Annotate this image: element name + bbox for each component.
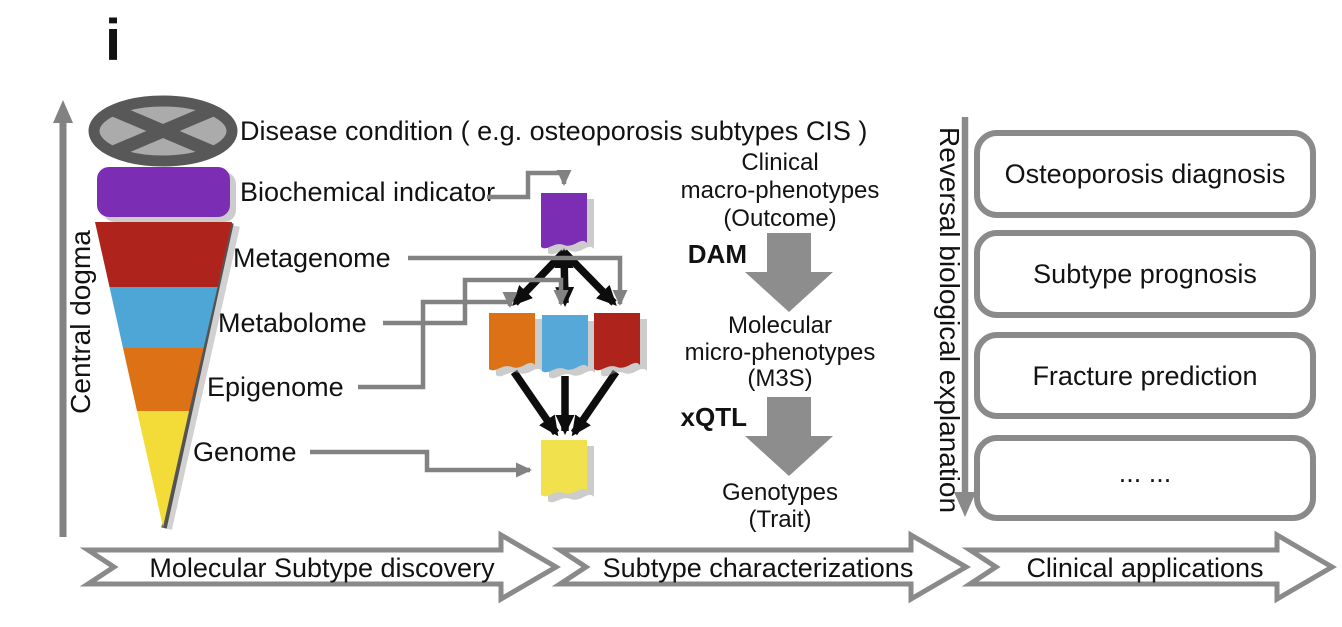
network-nodes [489, 193, 647, 503]
genome-label: Genome [193, 437, 297, 467]
stage2-line2: micro-phenotypes [685, 339, 876, 366]
phenotype-cascade: Clinical macro-phenotypes (Outcome) DAM … [681, 149, 880, 533]
band-arrow-applications [961, 530, 1337, 604]
up-arrow-icon [53, 100, 73, 123]
edge-metagenome-to-genome [570, 369, 620, 437]
reversal-axis-label: Reversal biological explanation [934, 127, 965, 513]
application-boxes: Osteoporosis diagnosis Subtype prognosis… [974, 130, 1316, 521]
xqtl-arrow-icon [745, 397, 833, 476]
metabolome-label: Metabolome [218, 308, 367, 338]
application-box [974, 435, 1316, 521]
down-arrow-icon [954, 492, 976, 517]
disease-condition-icon [88, 95, 238, 167]
epigenome-band [123, 348, 204, 411]
band-arrow-discovery [79, 530, 561, 604]
application-label-prognosis: Subtype prognosis [1033, 259, 1257, 289]
genome-band [137, 411, 189, 527]
application-label-fracture: Fracture prediction [1032, 361, 1257, 391]
omics-funnel [88, 95, 240, 530]
funnel-shadow [164, 225, 240, 530]
stage3-line2: (Trait) [748, 506, 811, 533]
epigenome-node [489, 313, 535, 371]
connector-metagenome [408, 255, 628, 306]
dam-method-label: DAM [688, 239, 747, 269]
metabolome-band [109, 287, 218, 348]
application-box [974, 230, 1316, 318]
central-dogma-label: Central dogma [65, 230, 96, 414]
band-arrow-characterizations [551, 530, 971, 604]
application-box [974, 130, 1316, 218]
reversal-axis: Reversal biological explanation [934, 117, 976, 517]
metagenome-node [594, 313, 640, 371]
band-label-applications: Clinical applications [1026, 553, 1263, 583]
metabolome-node [542, 315, 588, 373]
biochemical-indicator-bar [97, 167, 230, 217]
edge-macro-to-metagenome [561, 249, 617, 306]
connector-biochemical [487, 170, 572, 200]
edge-epigenome-to-genome [510, 369, 560, 437]
stage1-line1: Clinical [741, 149, 818, 176]
dam-arrow-icon [745, 233, 833, 312]
band-label-characterizations: Subtype characterizations [603, 553, 914, 583]
connector-epigenome [358, 292, 518, 390]
biochemical-indicator-label: Biochemical indicator [240, 177, 495, 207]
metagenome-label: Metagenome [233, 243, 391, 273]
stage1-line2: macro-phenotypes [681, 177, 880, 204]
application-label-diagnosis: Osteoporosis diagnosis [1005, 159, 1286, 189]
stage3-line1: Genotypes [722, 479, 838, 506]
workflow-band-labels: Molecular Subtype discovery Subtype char… [149, 553, 1263, 583]
stage1-line3: (Outcome) [723, 205, 836, 232]
application-label-more: ... ... [1119, 458, 1172, 488]
stage2-line3: (M3S) [747, 365, 812, 392]
stage2-line1: Molecular [728, 312, 832, 339]
central-dogma-axis: Central dogma [53, 100, 96, 537]
connector-genome [310, 449, 532, 478]
disease-condition-label: Disease condition ( e.g. osteoporosis su… [240, 116, 867, 146]
macro-phenotype-node [541, 193, 587, 249]
workflow-band [79, 530, 1337, 604]
metagenome-band [95, 222, 232, 287]
label-connectors [310, 170, 628, 478]
xqtl-method-label: xQTL [681, 402, 748, 432]
connector-metabolome [383, 277, 569, 326]
application-box [974, 332, 1316, 419]
edge-macro-to-epigenome [512, 249, 567, 306]
band-label-discovery: Molecular Subtype discovery [149, 553, 495, 583]
genome-node [541, 440, 587, 497]
panel-label: i [105, 8, 121, 73]
epigenome-label: Epigenome [207, 372, 344, 402]
